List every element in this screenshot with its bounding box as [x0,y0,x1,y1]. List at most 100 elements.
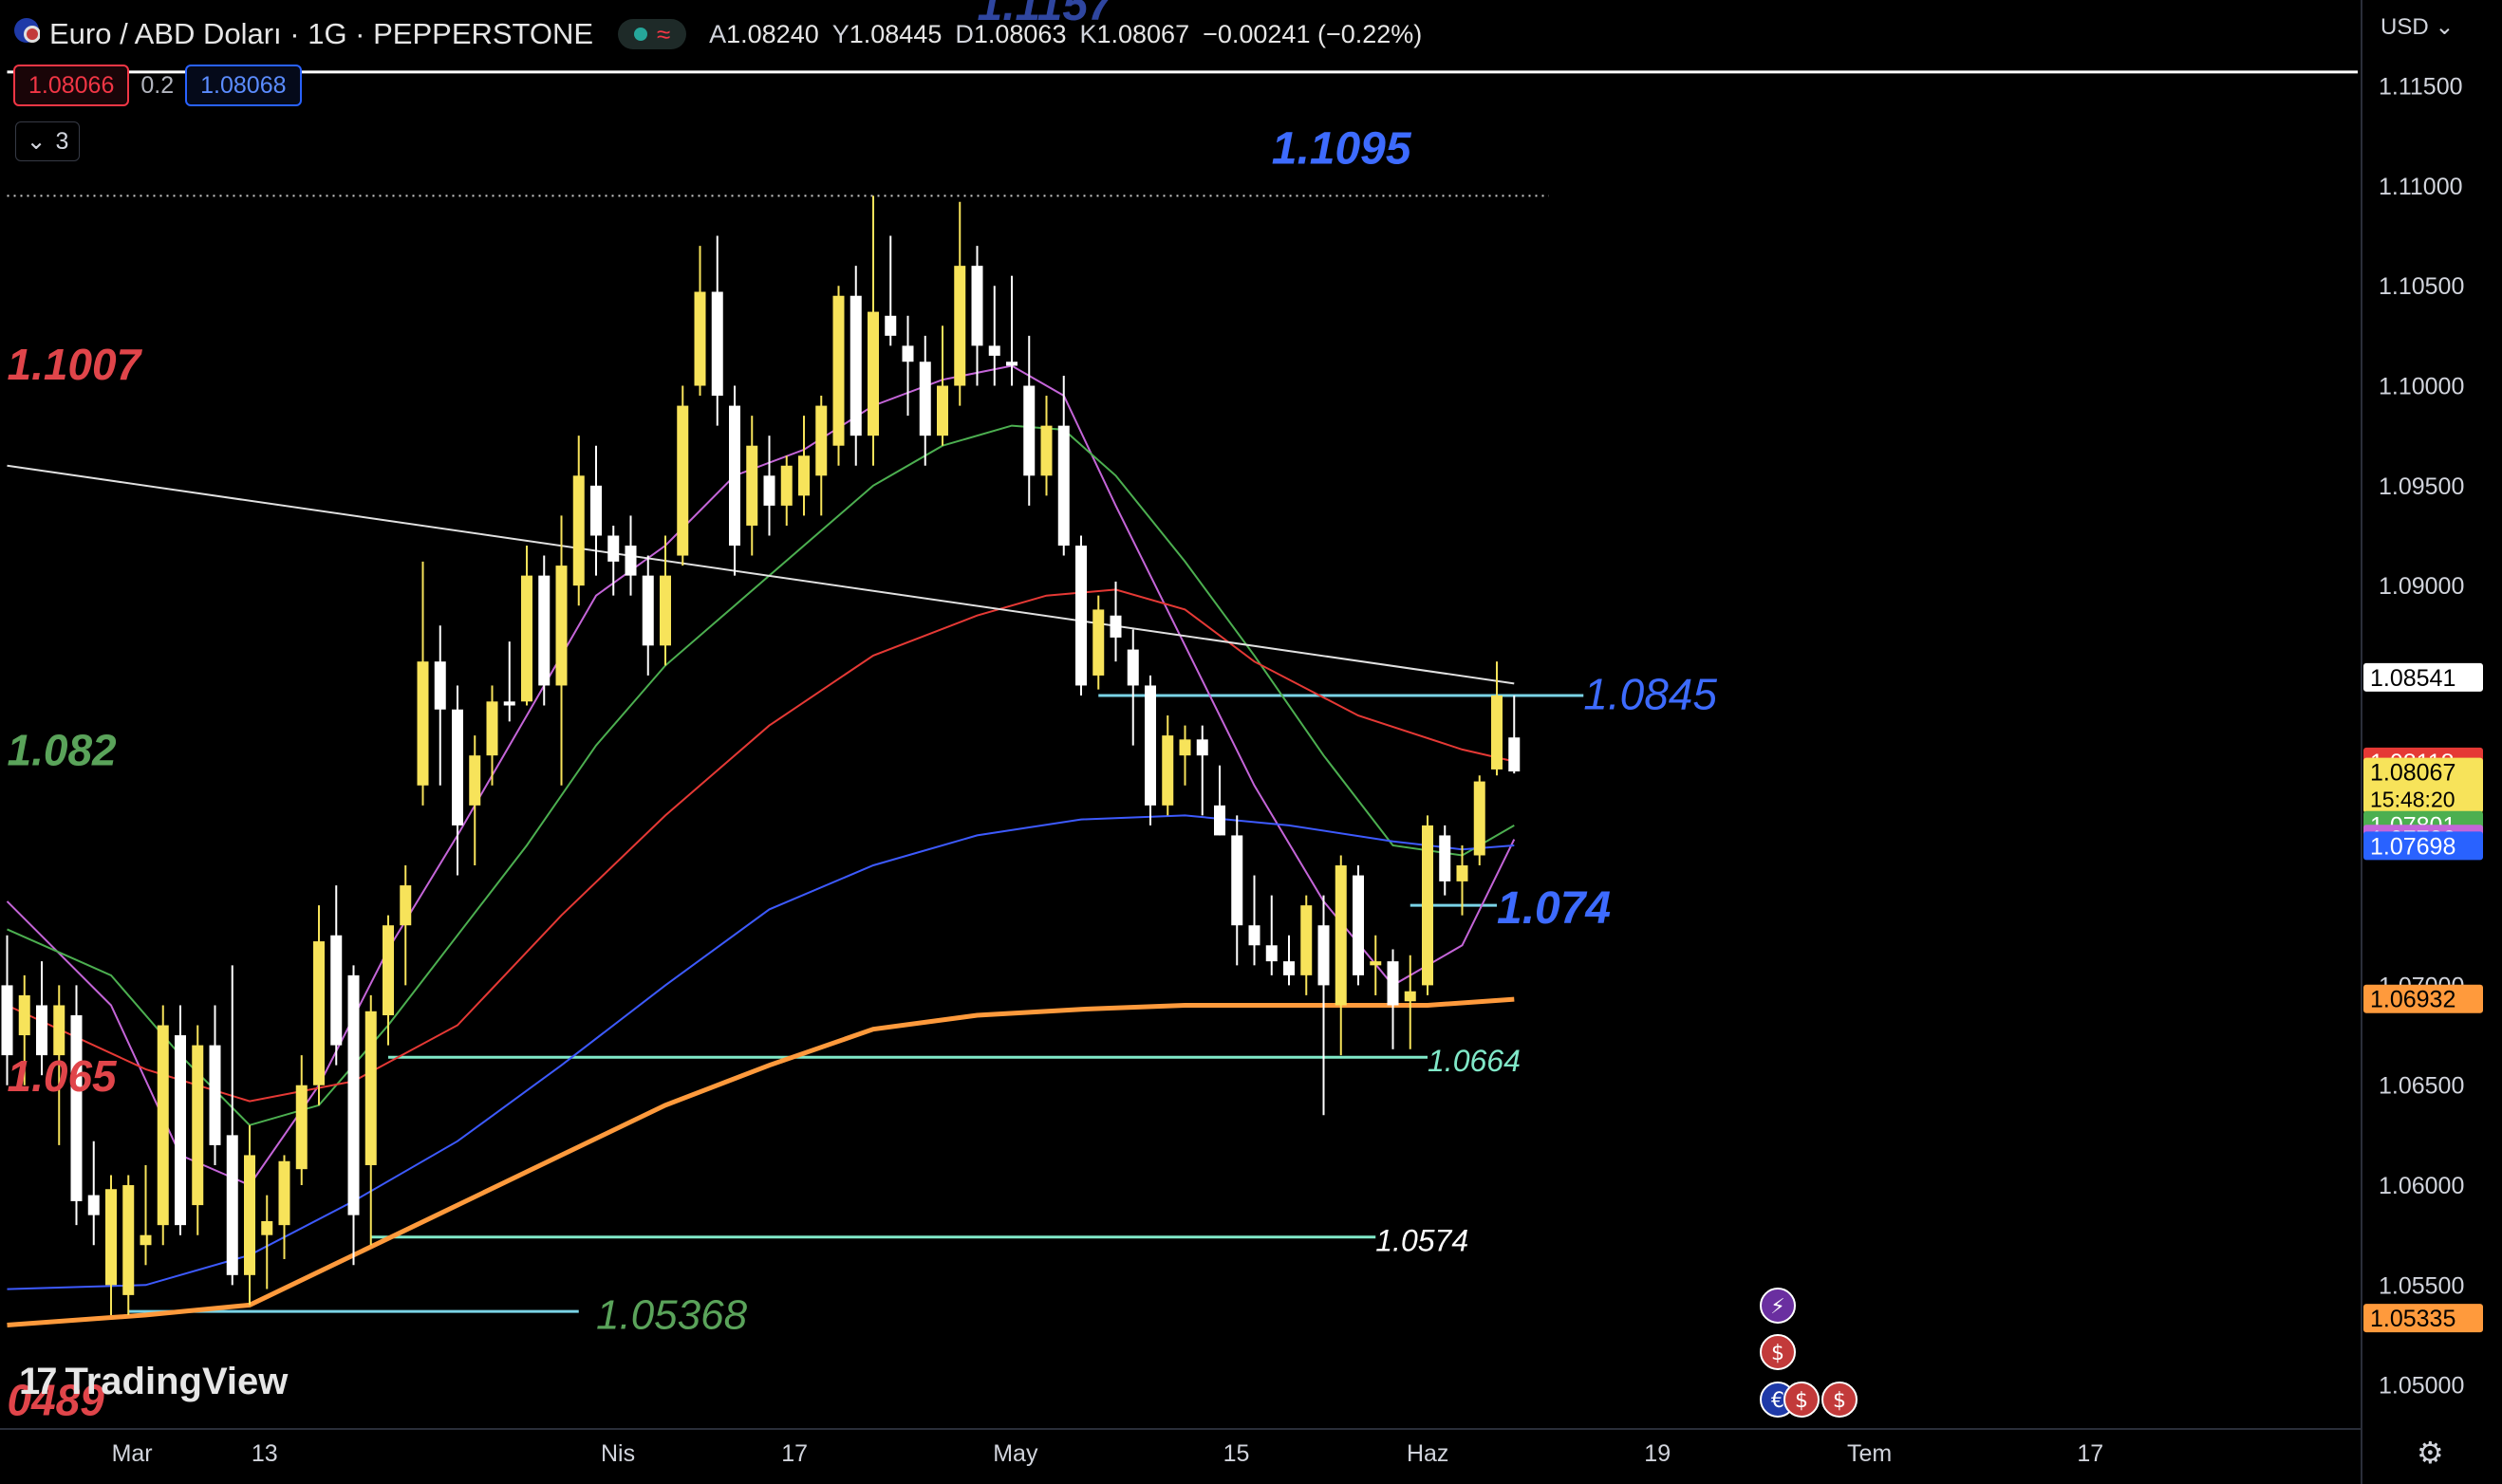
candle-body-3 [53,1005,65,1056]
candle-body-53 [919,362,931,436]
price-tag-6 [2363,984,2483,1013]
candle-body-25 [434,661,446,710]
price-tag-0 [2363,662,2483,692]
price-tick-label: 1.11000 [2379,174,2463,200]
time-tick-label: Haz [1407,1440,1448,1467]
candle-body-24 [417,661,429,786]
tradingview-logo[interactable]: 17 TradingView [19,1361,288,1403]
candle-body-85 [1473,781,1485,856]
price-tag-label-5: 1.07698 [2370,833,2455,860]
candle-body-1 [18,994,30,1036]
high-value: 1.08445 [849,19,943,48]
candle-body-19 [330,935,343,1046]
candle-body-69 [1196,739,1208,756]
candle-body-56 [971,266,983,346]
price-tag-2 [2363,757,2483,813]
event-glyph-icon: $ [1795,1389,1808,1413]
price-tick-label: 1.09500 [2379,473,2464,500]
event-circle [1760,1288,1796,1324]
plot-area: 1.1095 1.1157 1.1007 1.082 1.065 0489 1.0845 1.… [1,0,2358,1424]
candle-body-35 [607,535,620,562]
market-open-dot-icon [633,28,647,41]
buy-button[interactable]: 1.08068 [185,65,302,106]
price-tag-5 [2363,831,2483,861]
trade-bar: 1.08066 0.2 1.08068 [13,65,302,106]
candle-body-31 [538,575,551,686]
candle-body-14 [244,1155,255,1275]
candle-body-5 [87,1195,100,1215]
event-circle [1783,1382,1820,1418]
level-label-9: 1.0574 [1375,1224,1468,1258]
candle-body-78 [1353,875,1364,975]
candle-body-68 [1179,739,1191,756]
candle-body-49 [850,295,862,436]
symbol-title[interactable]: Euro / ABD Doları · 1G · PEPPERSTONE [49,17,594,50]
ohlc-values: A1.08240 Y1.08445 D1.08063 K1.08067 −0.0… [709,20,1422,49]
candle-body-39 [677,405,689,556]
indicator-count: 3 [55,127,69,155]
candle-body-18 [313,941,325,1085]
candle-body-57 [988,345,1000,356]
close-value: 1.08067 [1096,19,1190,48]
candle-body-11 [192,1045,204,1206]
candle-body-47 [815,405,828,476]
gear-icon[interactable]: ⚙ [2417,1436,2444,1470]
candle-body-6 [105,1189,117,1286]
wave-icon: ≈ [656,19,671,48]
open-key: A [709,19,727,48]
price-tick-label: 1.05000 [2379,1373,2464,1400]
level-label-10: 1.05368 [596,1292,748,1339]
candle-body-8 [140,1234,152,1246]
candle-body-40 [694,291,706,386]
candle-body-63 [1092,609,1105,676]
market-status-pill[interactable]: ≈ [618,19,687,49]
sell-button[interactable]: 1.08066 [13,65,130,106]
time-tick-label: 17 [781,1440,808,1467]
indicators-toggle[interactable]: ⌄ 3 [15,121,80,161]
price-tick-label: 1.09000 [2379,573,2464,600]
candle-body-4 [70,1014,83,1201]
time-tick-label: 15 [1223,1440,1250,1467]
candle-body-9 [157,1025,169,1226]
time-tick-label: 17 [2077,1440,2103,1467]
candle-body-66 [1145,685,1156,806]
candle-body-62 [1075,546,1087,686]
candle-body-41 [711,291,723,397]
candle-body-20 [347,974,360,1215]
eu-flag-icon [13,17,41,51]
candle-body-44 [763,475,775,506]
currency-label: USD [2381,14,2429,40]
candle-body-55 [954,266,966,386]
candle-body-0 [1,985,13,1056]
candle-body-34 [590,485,602,536]
candle-body-28 [486,701,498,756]
candle-body-26 [452,709,463,825]
candle-body-61 [1057,425,1070,547]
event-icon-0: ⚡ [1760,1288,1796,1324]
candle-body-21 [364,1011,377,1165]
price-tick-label: 1.06000 [2379,1173,2464,1199]
candle-body-2 [36,1005,47,1056]
candle-body-74 [1283,961,1295,975]
currency-selector[interactable]: USD ⌄ [2381,13,2454,41]
level-label-7: 1.074 [1497,883,1611,934]
candle-body-50 [868,311,879,436]
candle-body-51 [885,315,897,336]
price-tick-label: 1.05500 [2379,1272,2464,1299]
level-label-3: 1.082 [8,726,118,775]
candle-body-23 [400,885,412,926]
close-key: K [1079,19,1097,48]
candle-body-16 [278,1160,290,1226]
price-tag-label-0: 1.08541 [2370,665,2455,692]
price-tag-countdown: 15:48:20 [2370,788,2455,812]
logo-text: TradingView [65,1361,289,1402]
candle-body-65 [1127,649,1139,686]
candle-body-75 [1300,905,1313,975]
candle-body-87 [1508,737,1521,772]
price-tag-label-6: 1.06932 [2370,987,2455,1013]
moving-average-1 [7,424,1515,1126]
time-tick-label: Tem [1847,1440,1892,1467]
level-label-0: 1.1095 [1272,124,1412,175]
price-tag-label-7: 1.05335 [2370,1306,2455,1332]
